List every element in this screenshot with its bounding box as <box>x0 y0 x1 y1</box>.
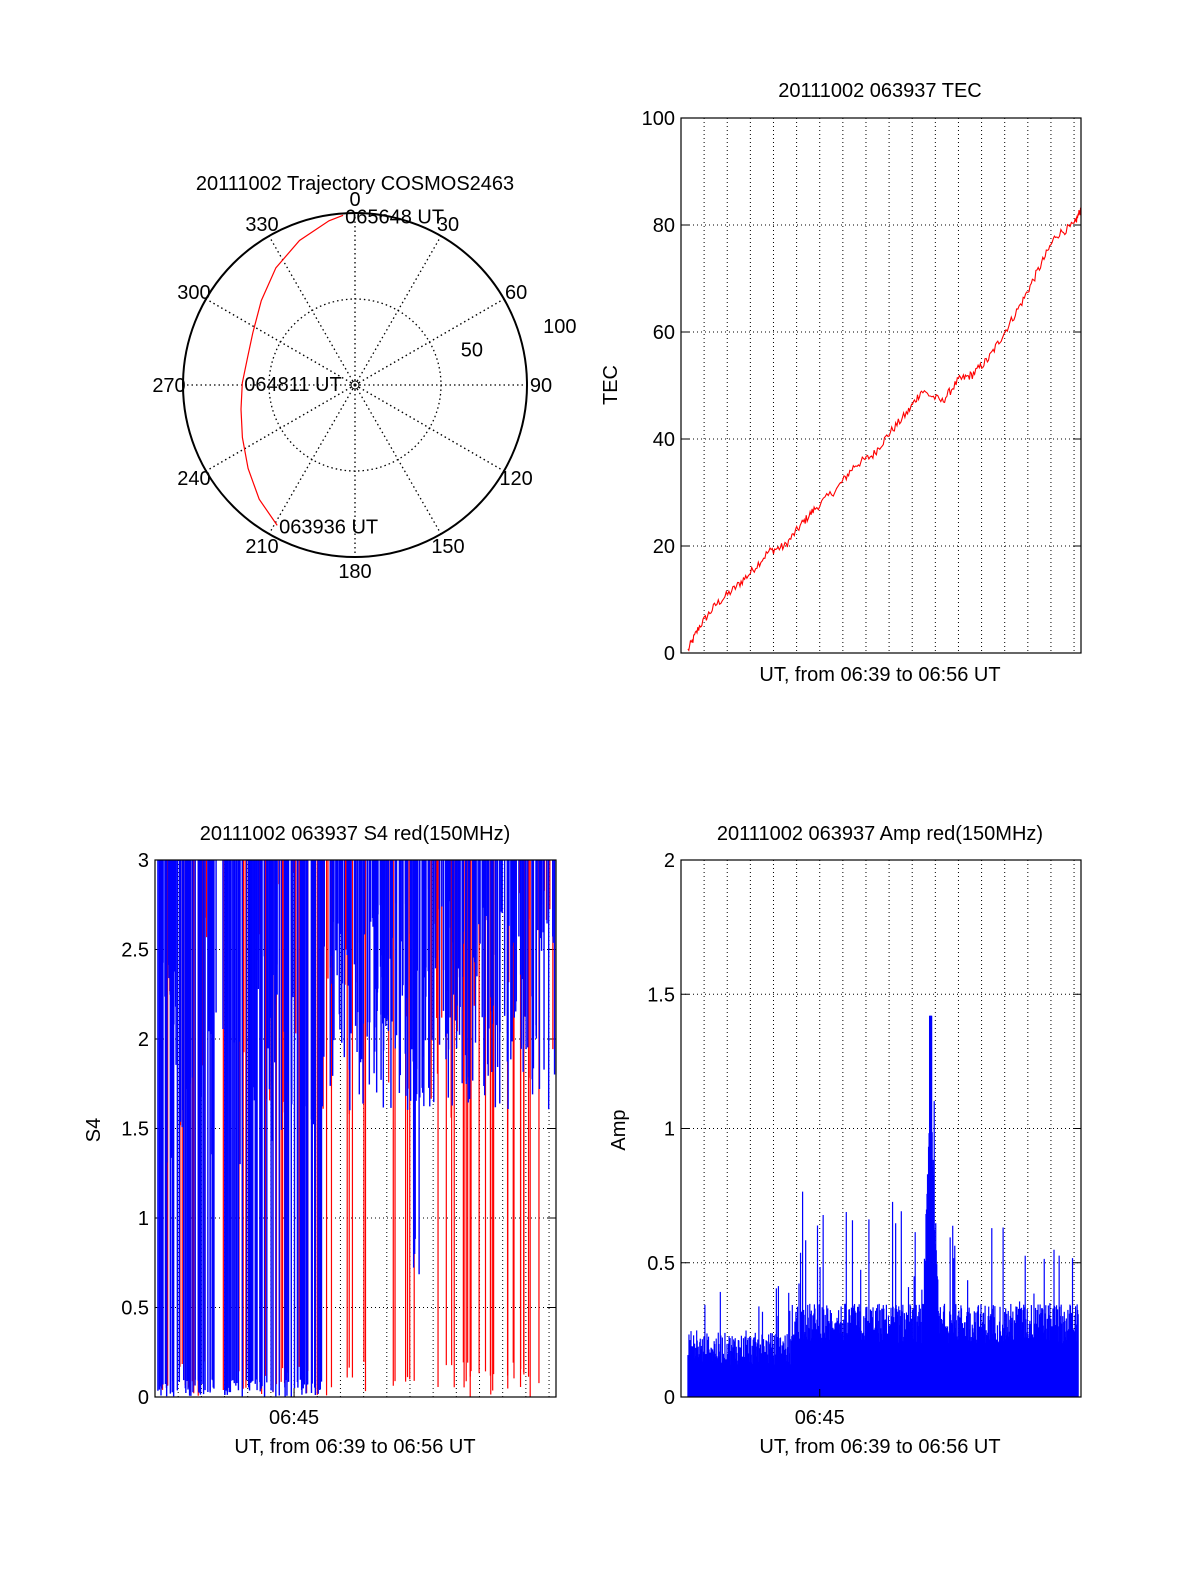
s4-axes: 0 0.5 1 1.5 2 2.5 3 06:45 <box>121 850 557 1429</box>
y-tick-label: 40 <box>653 429 675 451</box>
polar-angle-label: 240 <box>177 468 210 490</box>
y-tick-label: 1.5 <box>121 1119 149 1141</box>
trajectory-time-label: 064811 UT <box>244 374 341 396</box>
y-tick-label: 0.5 <box>647 1253 675 1275</box>
x-tick-label: 06:45 <box>795 1407 845 1429</box>
tec-axes: 0 20 40 60 80 100 <box>642 108 1082 665</box>
plot-frame <box>154 859 557 1398</box>
trajectory-series <box>240 214 344 526</box>
trajectory-title: 20111002 Trajectory COSMOS2463 <box>196 173 514 195</box>
amp-title: 20111002 063937 Amp red(150MHz) <box>717 823 1043 845</box>
polar-angle-label: 30 <box>437 214 459 236</box>
tec-ylabel: TEC <box>600 365 622 405</box>
trajectory-line <box>240 214 344 526</box>
trajectory-time-label: 063936 UT <box>279 516 378 538</box>
polar-angle-label: 60 <box>505 282 527 304</box>
polar-angle-label: 300 <box>177 282 210 304</box>
y-tick-label: 20 <box>653 536 675 558</box>
tec-xlabel: UT, from 06:39 to 06:56 UT <box>759 664 1000 686</box>
s4-title: 20111002 063937 S4 red(150MHz) <box>200 823 511 845</box>
y-tick-label: 2.5 <box>121 940 149 962</box>
y-tick-label: 1.5 <box>647 984 675 1006</box>
y-tick-label: 3 <box>138 850 149 872</box>
amp-xlabel: UT, from 06:39 to 06:56 UT <box>759 1436 1000 1458</box>
y-tick-label: 2 <box>138 1029 149 1051</box>
amp-ylabel: Amp <box>608 1109 630 1150</box>
y-tick-label: 60 <box>653 322 675 344</box>
plot-frame <box>680 859 1082 1398</box>
trajectory-time-label: 065648 UT <box>345 206 444 228</box>
amp-panel: 20111002 063937 Amp red(150MHz) Amp UT, … <box>608 823 1082 1458</box>
polar-angle-label: 0 <box>349 189 360 211</box>
polar-angle-labels: 0 30 60 90 120 150 180 210 240 270 300 330 50 100 <box>152 189 576 583</box>
polar-spoke <box>354 235 442 386</box>
polar-spoke <box>268 235 356 386</box>
polar-angle-label: 90 <box>530 375 552 397</box>
polar-radial-label: 100 <box>543 316 576 338</box>
y-tick-label: 0 <box>138 1387 149 1409</box>
polar-grid <box>182 212 528 558</box>
y-tick-label: 0.5 <box>121 1298 149 1320</box>
y-tick-label: 0 <box>664 643 675 665</box>
polar-spoke <box>354 384 505 472</box>
y-tick-label: 2 <box>664 850 675 872</box>
y-tick-label: 100 <box>642 108 675 130</box>
y-tick-label: 0 <box>664 1387 675 1409</box>
tec-series-line <box>687 207 1082 652</box>
polar-spoke <box>354 384 442 535</box>
polar-spoke <box>205 298 356 386</box>
x-tick-label: 06:45 <box>269 1407 319 1429</box>
amp-axes: 0 0.5 1 1.5 2 06:45 <box>647 850 1082 1429</box>
polar-angle-label: 270 <box>152 375 185 397</box>
y-tick-label: 80 <box>653 215 675 237</box>
plot-frame <box>680 117 1082 654</box>
y-tick-label: 1 <box>138 1208 149 1230</box>
polar-spoke <box>354 298 505 386</box>
polar-center <box>350 380 360 390</box>
polar-radial-label: 50 <box>461 340 483 362</box>
s4-xlabel: UT, from 06:39 to 06:56 UT <box>234 1436 475 1458</box>
polar-angle-label: 120 <box>499 468 532 490</box>
s4-ylabel: S4 <box>83 1118 105 1142</box>
polar-spoke <box>268 384 356 535</box>
trajectory-annotations: 065648 UT 064811 UT 063936 UT <box>244 206 444 538</box>
tec-panel: 20111002 063937 TEC TEC UT, from 06:39 t… <box>600 80 1082 686</box>
tec-title: 20111002 063937 TEC <box>778 80 982 102</box>
polar-spoke <box>205 384 356 472</box>
s4-panel: 20111002 063937 S4 red(150MHz) S4 UT, fr… <box>83 823 557 1458</box>
polar-angle-label: 210 <box>245 536 278 558</box>
polar-angle-label: 330 <box>245 214 278 236</box>
trajectory-panel: 20111002 Trajectory COSMOS2463 0 30 60 90 12… <box>152 173 576 583</box>
polar-angle-label: 180 <box>338 561 371 583</box>
polar-angle-label: 150 <box>431 536 464 558</box>
y-tick-label: 1 <box>664 1119 675 1141</box>
